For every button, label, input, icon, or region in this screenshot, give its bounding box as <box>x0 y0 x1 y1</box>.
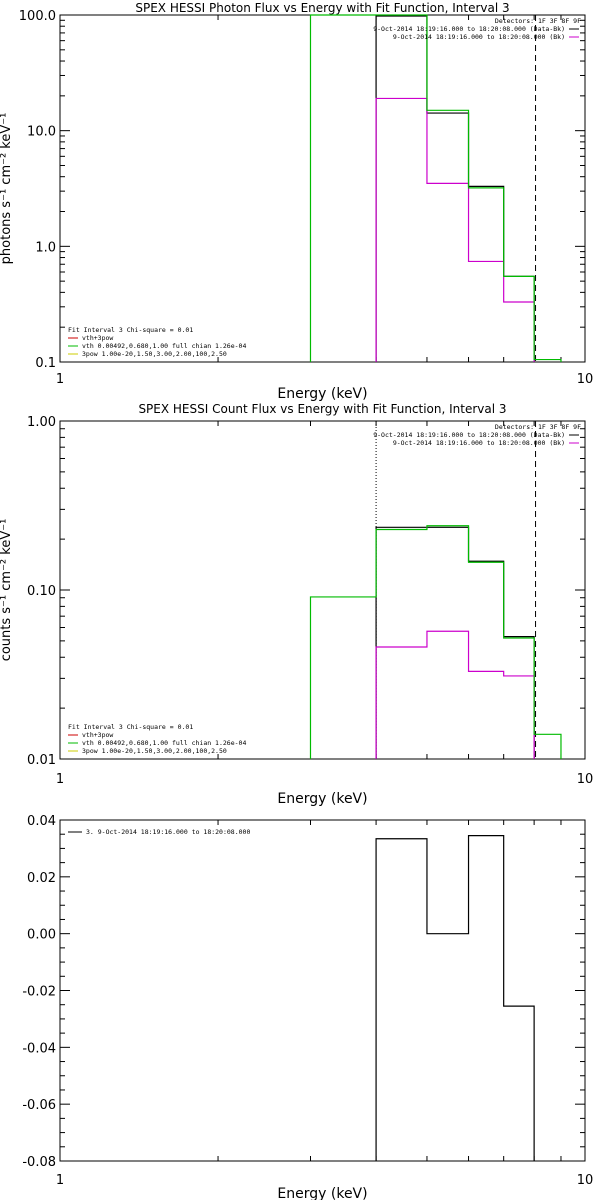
plot-frame <box>59 819 586 1162</box>
legend-entry: 3. 9-Oct-2014 18:19:16.000 to 18:20:08.0… <box>86 828 250 836</box>
y-tick-label: 10.0 <box>27 125 56 140</box>
legend-entry: 9-Oct-2014 18:19:16.000 to 18:20:08.000 … <box>393 33 565 41</box>
x-axis-label: Energy (keV) <box>277 1186 367 1200</box>
plot-frame <box>59 420 586 760</box>
chart-title: SPEX HESSI Count Flux vs Energy with Fit… <box>138 402 506 416</box>
y-axis-label: photons s⁻¹ cm⁻² keV⁻¹ <box>0 113 14 265</box>
y-tick-label: 0.10 <box>27 584 56 599</box>
histogram-series-1 <box>375 630 535 759</box>
y-tick-label: 1.00 <box>27 415 56 430</box>
y-tick-label: -0.02 <box>22 985 56 1000</box>
x-tick-label: 1 <box>56 772 64 787</box>
legend-entry: 3pow 1.00e-20,1.50,3.00,2.00,100,2.50 <box>82 350 227 358</box>
x-axis-label: Energy (keV) <box>277 386 367 402</box>
y-tick-label: 0.1 <box>35 356 56 371</box>
legend-entry: Fit Interval 3 Chi-square = 0.01 <box>68 723 193 731</box>
legend-entry: vth 0.00492,0.680,1.00 full chian 1.26e-… <box>82 739 246 747</box>
legend-entry: 9-Oct-2014 18:19:16.000 to 18:20:08.000 … <box>373 431 565 439</box>
legend-entry: vth 0.00492,0.680,1.00 full chian 1.26e-… <box>82 342 246 350</box>
y-tick-label: 0.02 <box>27 871 56 886</box>
y-tick-label: -0.08 <box>22 1155 56 1170</box>
legend-entry: 3pow 1.00e-20,1.50,3.00,2.00,100,2.50 <box>82 747 227 755</box>
legend-entry: Detectors: 1F 3F 8F 9F <box>495 423 581 431</box>
legend-entry: vth+3pow <box>82 334 113 342</box>
y-tick-label: -0.06 <box>22 1098 56 1113</box>
x-tick-label: 1 <box>56 372 64 387</box>
x-tick-label: 10 <box>577 1173 594 1188</box>
y-tick-label: 1.0 <box>35 240 56 255</box>
legend-entry: 9-Oct-2014 18:19:16.000 to 18:20:08.000 … <box>373 25 565 33</box>
y-tick-label: 100.0 <box>19 9 56 24</box>
legend-entry: vth+3pow <box>82 731 113 739</box>
histogram-series-0 <box>375 526 535 759</box>
count-flux-panel: 1 10 Energy (keV) 0.01 0.10 1.00 counts s⁻¹ cm… <box>0 402 593 807</box>
y-tick-label: 0.00 <box>27 928 56 943</box>
y-tick-label: 0.01 <box>27 753 56 768</box>
residuals-panel: 1 10 Energy (keV) -0.08 -0.06 -0.04 -0.02 0.00 0… <box>22 814 593 1200</box>
histogram-series-2 <box>309 14 562 362</box>
histogram-series-2 <box>309 525 562 759</box>
legend-entry: Detectors: 1F 3F 8F 9F <box>495 17 581 25</box>
chart-title: SPEX HESSI Photon Flux vs Energy with Fi… <box>135 1 509 15</box>
histogram-series-1 <box>375 97 535 362</box>
x-axis-label: Energy (keV) <box>277 791 367 807</box>
plot-frame <box>59 14 586 363</box>
legend-entry: Fit Interval 3 Chi-square = 0.01 <box>68 326 193 334</box>
y-axis-label: counts s⁻¹ cm⁻² keV⁻¹ <box>0 519 14 662</box>
histogram-series-0 <box>375 835 535 1161</box>
x-tick-label: 10 <box>577 772 594 787</box>
legend-entry: 9-Oct-2014 18:19:16.000 to 18:20:08.000 … <box>393 439 565 447</box>
y-tick-label: -0.04 <box>22 1041 56 1056</box>
histogram-series-0 <box>375 15 535 362</box>
y-tick-label: 0.04 <box>27 814 56 829</box>
x-tick-label: 10 <box>577 372 594 387</box>
photon-flux-panel: 1 10 Energy (keV) 0.1 1.0 10.0 100.0 photons s⁻… <box>0 1 593 402</box>
x-tick-label: 1 <box>56 1173 64 1188</box>
